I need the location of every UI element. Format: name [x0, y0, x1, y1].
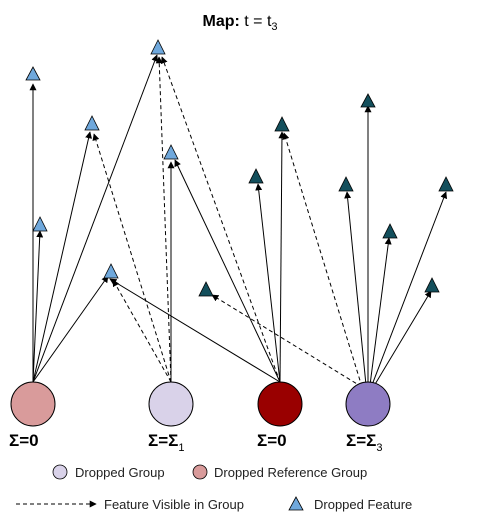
title-bold: Map:: [202, 13, 239, 30]
title-subscript: 3: [271, 21, 277, 33]
feature-triangle: [274, 116, 290, 132]
group-node: [10, 381, 56, 427]
feature-triangle: [382, 223, 398, 239]
edge-solid: [32, 230, 44, 383]
feature-triangle: [198, 281, 214, 297]
edge-dashed: [211, 294, 363, 388]
feature-triangle: [32, 216, 48, 232]
feature-triangle: [84, 115, 100, 131]
edge-solid: [255, 183, 281, 383]
feature-triangle: [103, 263, 119, 279]
feature-triangle: [360, 93, 376, 108]
feature-triangle: [248, 168, 264, 184]
group-label-main: Σ=0: [9, 431, 39, 450]
edges: [29, 54, 448, 388]
group-label-sub: 3: [376, 442, 382, 454]
edge-solid: [174, 159, 281, 383]
edge-solid: [32, 131, 93, 383]
group-label-main: Σ=Σ: [346, 431, 376, 450]
features: [25, 39, 454, 297]
edge-dashed: [155, 56, 172, 383]
title-text: t = t: [240, 13, 272, 30]
legend-reference-group-label: Dropped Reference Group: [214, 465, 367, 480]
feature-triangle: [424, 277, 440, 293]
feature-triangle: [338, 176, 354, 192]
legend-reference-group-swatch: [192, 464, 208, 480]
group-label: Σ=Σ3: [346, 431, 382, 454]
group-label: Σ=0: [257, 431, 287, 450]
edge-solid: [344, 191, 367, 386]
edge-solid: [32, 54, 159, 383]
feature-triangle: [25, 66, 41, 81]
feature-triangle: [150, 39, 166, 55]
edge-solid: [278, 131, 286, 383]
edge-dashed: [112, 279, 172, 383]
edge-solid: [32, 275, 109, 383]
group-label-main: Σ=Σ: [148, 431, 178, 450]
legend-feature-triangle-icon: [288, 496, 304, 511]
edge-solid: [373, 290, 432, 387]
legend-feature-visible-label: Feature Visible in Group: [104, 497, 244, 512]
group-label: Σ=Σ1: [148, 431, 184, 454]
edge-dashed: [92, 133, 172, 383]
legend-dropped-group-swatch: [52, 464, 68, 480]
feature-triangle: [438, 176, 454, 192]
feature-triangle: [163, 144, 179, 160]
group-node: [148, 381, 194, 427]
group-label-sub: 1: [178, 442, 184, 454]
group-node: [345, 381, 391, 427]
legend-dropped-feature-label: Dropped Feature: [314, 497, 412, 512]
legend: Dropped Group Dropped Reference Group Fe…: [16, 464, 412, 512]
diagram-title: Map: t = t3: [202, 13, 277, 33]
groups: [10, 381, 391, 427]
edge-solid: [369, 237, 392, 386]
edge-dashed: [282, 132, 363, 388]
group-label: Σ=0: [9, 431, 39, 450]
legend-dropped-group-label: Dropped Group: [75, 465, 165, 480]
group-label-main: Σ=0: [257, 431, 287, 450]
edge-dashed: [160, 56, 281, 383]
edge-solid: [109, 278, 281, 383]
group-node: [257, 381, 303, 427]
edge-solid: [371, 191, 448, 386]
